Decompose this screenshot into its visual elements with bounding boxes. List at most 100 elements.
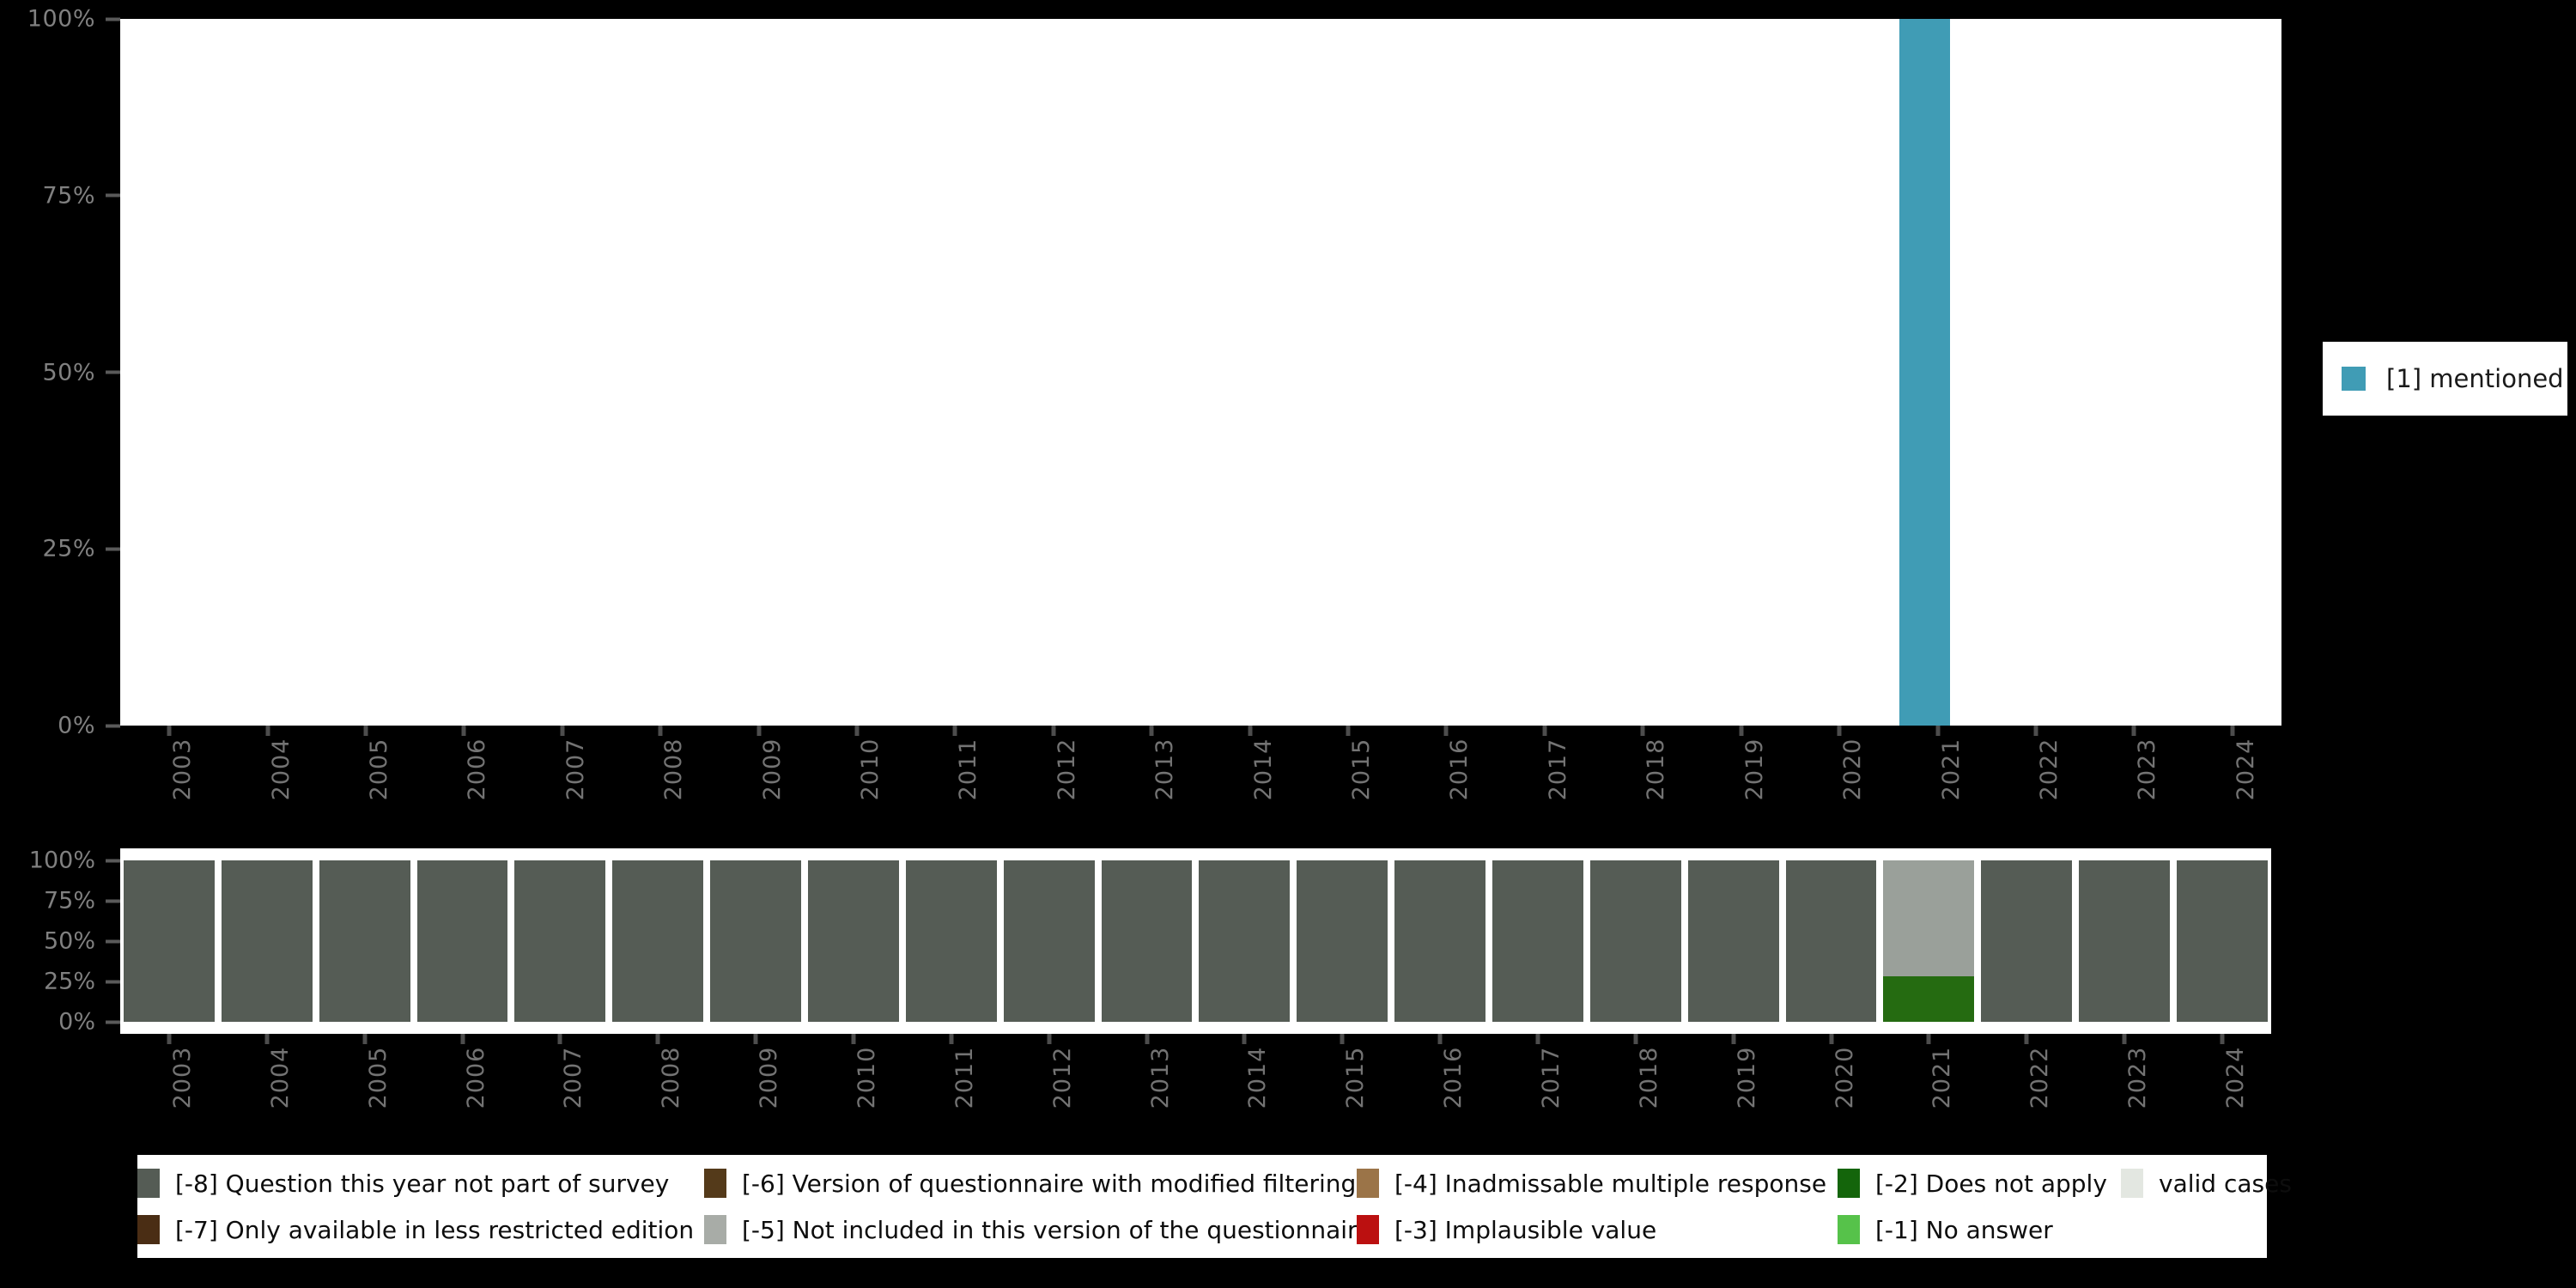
missings-legend-item[interactable]: [-2] Does not apply	[1838, 1169, 2121, 1198]
missings-bar[interactable]	[1589, 860, 1681, 1022]
main-y-tick-label: 0%	[58, 712, 95, 739]
main-x-tick-label: 2011	[955, 738, 982, 801]
missings-bar[interactable]	[1883, 860, 1975, 1022]
missings-bar[interactable]	[319, 860, 410, 1022]
missings-bar-slot	[1391, 860, 1489, 1022]
missings-legend-item[interactable]: [-1] No answer	[1838, 1215, 2121, 1244]
main-x-tick-mark	[167, 726, 172, 736]
main-bar-slot	[1496, 19, 1594, 726]
missings-x-tick-mark	[1829, 1034, 1834, 1044]
missings-bar[interactable]	[905, 860, 997, 1022]
missings-bar-segment	[1785, 860, 1877, 1022]
missings-bar[interactable]	[1687, 860, 1779, 1022]
missings-chart-bars	[120, 860, 2271, 1022]
missings-legend-swatch	[704, 1169, 726, 1198]
missings-y-tick-label: 100%	[28, 847, 95, 874]
main-bar[interactable]	[1899, 19, 1951, 726]
missings-legend-swatch	[1838, 1169, 1860, 1198]
main-x-tick: 2015	[1299, 726, 1397, 854]
missings-bar-segment	[319, 860, 410, 1022]
series-legend[interactable]: [1] mentioned	[2323, 342, 2567, 416]
missings-bar[interactable]	[2079, 860, 2171, 1022]
missings-legend[interactable]: [-8] Question this year not part of surv…	[137, 1155, 2292, 1258]
main-y-tick: 50%	[42, 359, 120, 386]
missings-bar-segment	[416, 860, 508, 1022]
missings-bar[interactable]	[1101, 860, 1193, 1022]
missings-x-tick: 2018	[1587, 1034, 1685, 1154]
missings-legend-item[interactable]: [-8] Question this year not part of surv…	[137, 1169, 704, 1198]
main-x-tick: 2024	[2184, 726, 2281, 854]
missings-bar-segment	[612, 860, 704, 1022]
missings-bar-slot	[120, 860, 218, 1022]
main-x-tick: 2022	[1987, 726, 2085, 854]
missings-bar[interactable]	[221, 860, 313, 1022]
missings-x-tick-label: 2024	[2221, 1046, 2249, 1109]
main-x-tick-mark	[363, 726, 368, 736]
main-chart-y-axis: 100% 75% 50% 25% 0%	[0, 6, 120, 739]
missings-bar[interactable]	[416, 860, 508, 1022]
main-chart-x-axis: 2003 2004 2005 2006 2007 2008 2009 2010 2011 2012…	[120, 726, 2281, 854]
missings-x-tick: 2016	[1391, 1034, 1489, 1154]
main-x-tick-mark	[756, 726, 762, 736]
main-bar-slot	[1299, 19, 1397, 726]
main-x-tick: 2008	[611, 726, 709, 854]
main-x-tick-label: 2010	[857, 738, 884, 801]
missings-legend-item[interactable]: [-4] Inadmissable multiple response	[1357, 1169, 1838, 1198]
main-x-tick-mark	[1248, 726, 1253, 736]
missings-bar-slot	[414, 860, 512, 1022]
missings-bar-segment	[1297, 860, 1388, 1022]
missings-legend-label: [-5] Not included in this version of the…	[742, 1215, 1372, 1244]
missings-bar[interactable]	[1981, 860, 2073, 1022]
missings-bar[interactable]	[1003, 860, 1095, 1022]
main-x-tick: 2003	[120, 726, 218, 854]
main-x-tick: 2019	[1692, 726, 1790, 854]
main-x-tick-mark	[560, 726, 565, 736]
main-x-tick-label: 2018	[1643, 738, 1670, 801]
missings-x-tick: 2008	[609, 1034, 707, 1154]
missings-bar[interactable]	[1785, 860, 1877, 1022]
missings-bar[interactable]	[1394, 860, 1486, 1022]
missings-bar[interactable]	[124, 860, 215, 1022]
missings-bar-segment	[2177, 860, 2268, 1022]
missings-legend-item[interactable]: [-7] Only available in less restricted e…	[137, 1215, 704, 1244]
missings-bar[interactable]	[514, 860, 606, 1022]
main-x-tick: 2011	[906, 726, 1004, 854]
missings-bar[interactable]	[808, 860, 899, 1022]
missings-bar[interactable]	[2177, 860, 2268, 1022]
missings-bar-slot	[218, 860, 316, 1022]
main-x-tick: 2021	[1888, 726, 1986, 854]
missings-legend-item[interactable]: [-3] Implausible value	[1357, 1215, 1838, 1244]
missings-bar[interactable]	[612, 860, 704, 1022]
missings-legend-row-1: [-8] Question this year not part of surv…	[137, 1160, 2292, 1206]
missings-legend-item[interactable]: [-6] Version of questionnaire with modif…	[704, 1169, 1357, 1198]
missings-x-tick-mark	[1242, 1034, 1247, 1044]
main-x-tick-mark	[1443, 726, 1449, 736]
missings-bar[interactable]	[1297, 860, 1388, 1022]
missings-bar-slot	[1293, 860, 1391, 1022]
main-x-tick-label: 2012	[1053, 738, 1080, 801]
missings-legend-swatch	[704, 1215, 726, 1244]
main-x-tick-mark	[1739, 726, 1744, 736]
missings-x-tick: 2019	[1685, 1034, 1783, 1154]
missings-x-tick-label: 2017	[1537, 1046, 1564, 1109]
missings-bar[interactable]	[1199, 860, 1291, 1022]
missings-chart-plot-area	[120, 848, 2271, 1034]
missings-y-tick-label: 25%	[43, 968, 95, 995]
missings-x-tick-mark	[1633, 1034, 1638, 1044]
main-x-tick-mark	[854, 726, 860, 736]
missings-bar-slot	[1195, 860, 1293, 1022]
missings-x-tick: 2010	[805, 1034, 902, 1154]
missings-legend-swatch	[1838, 1215, 1860, 1244]
main-x-tick: 2020	[1790, 726, 1888, 854]
missings-x-tick-label: 2004	[266, 1046, 294, 1109]
missings-bar[interactable]	[1492, 860, 1583, 1022]
missings-bar-slot	[805, 860, 902, 1022]
missings-legend-item[interactable]: [-5] Not included in this version of the…	[704, 1215, 1371, 1244]
main-x-tick: 2009	[709, 726, 807, 854]
missings-bar[interactable]	[710, 860, 802, 1022]
missings-bar-slot	[1880, 860, 1978, 1022]
missings-bar-slot	[609, 860, 707, 1022]
main-x-tick-mark	[1837, 726, 1842, 736]
missings-legend-label: [-4] Inadmissable multiple response	[1394, 1169, 1827, 1198]
missings-legend-item[interactable]: valid cases	[2121, 1169, 2292, 1198]
